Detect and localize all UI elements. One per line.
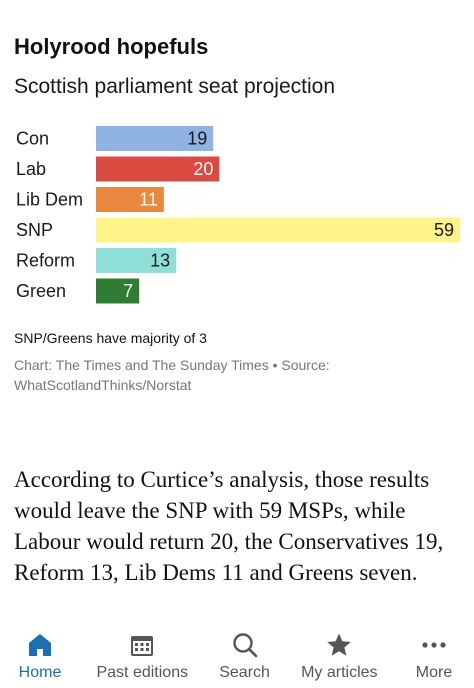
bar [96,217,460,243]
category-label: Lab [16,159,46,179]
article-paragraph: According to Curtice’s analysis, those r… [14,467,444,585]
bar-value-label: 59 [434,220,454,240]
category-label: Con [16,129,49,149]
category-label: Lib Dem [16,190,83,210]
nav-my-articles[interactable]: My articles [301,622,378,682]
category-label: Reform [16,251,75,271]
nav-my-articles-label: My articles [301,664,378,681]
nav-search-label: Search [219,664,270,681]
bar-value-label: 7 [123,281,133,301]
bar-value-label: 20 [193,159,213,179]
calendar-icon [127,630,157,660]
nav-home-label: Home [18,664,62,681]
bar-row: Reform 13 [16,248,177,273]
category-label: Green [16,281,66,301]
seat-projection-chart: Con 19 Lab 20 Lib Dem 11 SNP 59 Reform 13 Green 7 [16,126,460,304]
bar [96,156,220,182]
nav-past-editions-label: Past editions [96,664,189,681]
nav-past-editions[interactable]: Past editions [96,622,188,682]
home-icon [25,630,55,660]
bar [96,248,177,273]
bar-row: Lab 20 [16,156,220,182]
bar-value-label: 19 [187,129,207,149]
bar [96,278,140,304]
nav-more-label: More [415,664,453,681]
chart-credit: Chart: The Times and The Sunday Times • … [14,357,330,393]
category-label: SNP [16,220,53,240]
search-icon [230,630,260,660]
bar-row: Con 19 [16,126,214,151]
nav-search[interactable]: Search [215,622,275,682]
bottom-navigation: Home Past editions [0,622,474,688]
bar-value-label: 13 [150,251,170,271]
nav-more[interactable]: More [404,622,464,682]
bar-row: SNP 59 [16,217,460,243]
bar [96,187,164,212]
star-icon [324,630,354,660]
more-icon [419,630,449,660]
bar [96,126,214,151]
chart-headline: Holyrood hopefuls [14,34,209,59]
bar-row: Lib Dem 11 [16,187,164,212]
chart-subhead: Scottish parliament seat projection [14,75,335,99]
chart-note: SNP/Greens have majority of 3 [14,330,207,346]
bar-value-label: 11 [139,190,158,210]
bar-row: Green 7 [16,278,140,304]
chart-graphic: Holyrood hopefuls Scottish parliament se… [14,34,460,393]
nav-home[interactable]: Home [10,622,70,682]
